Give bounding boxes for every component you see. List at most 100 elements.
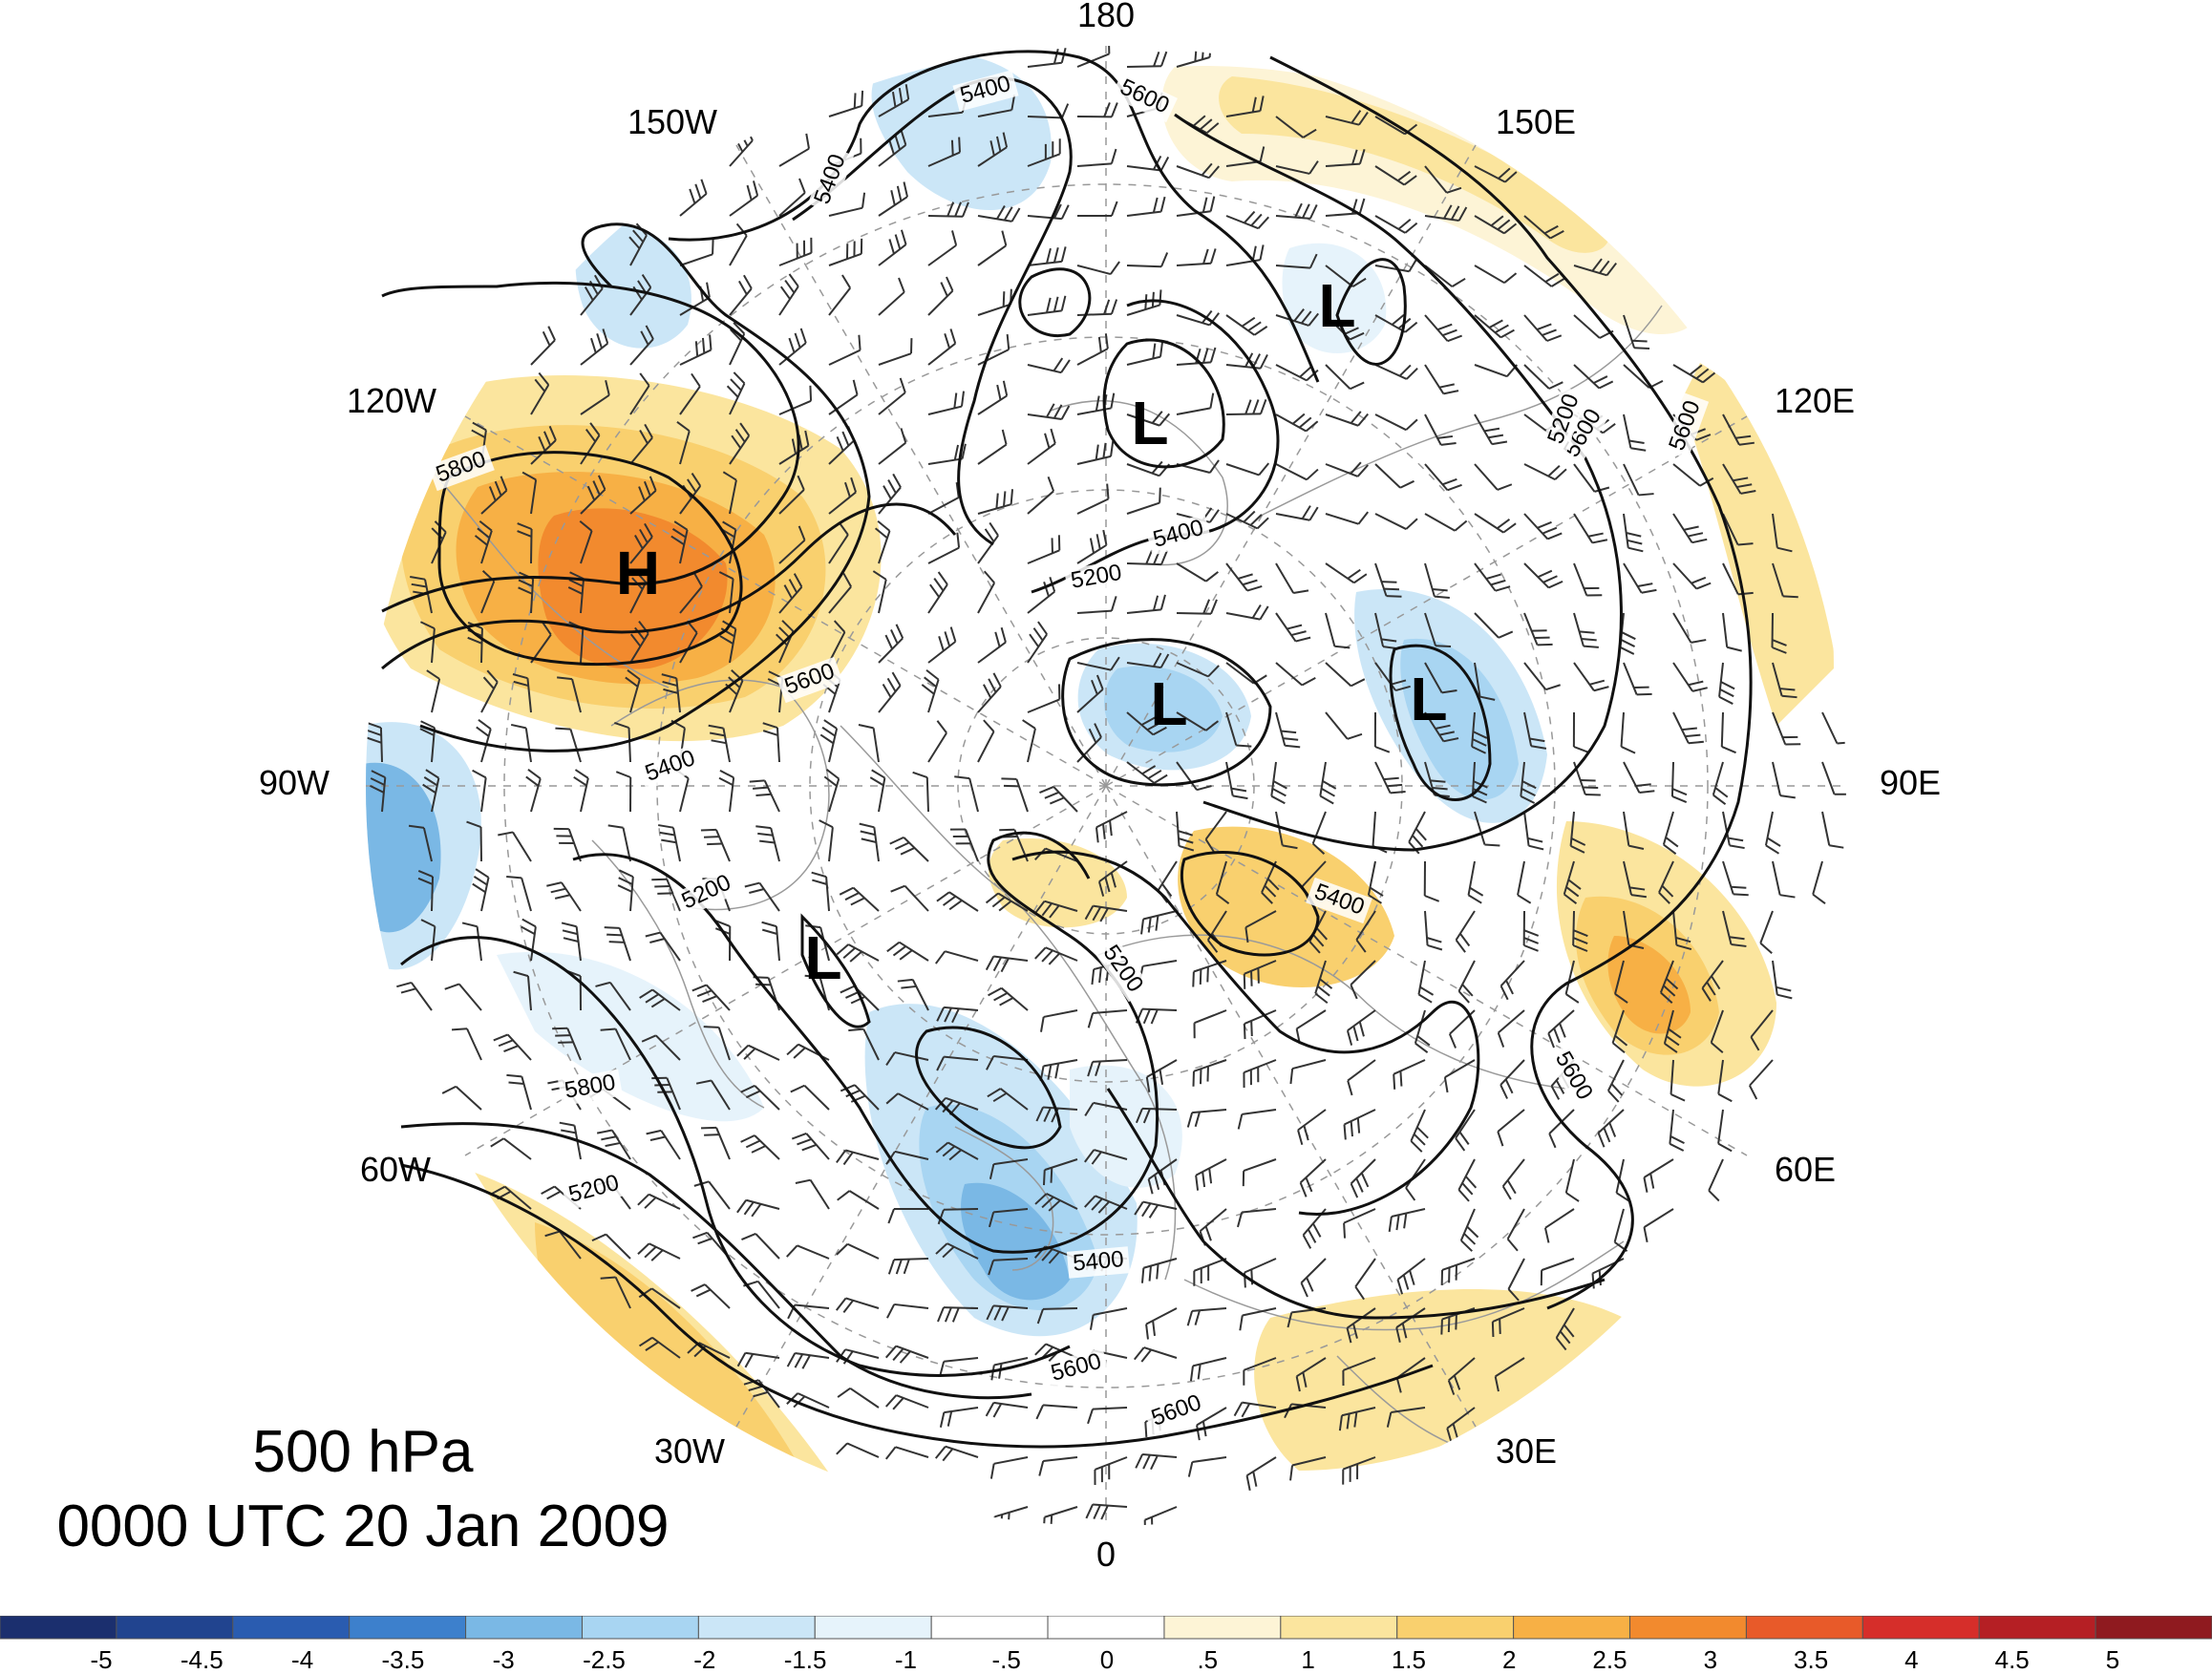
colorbar-tick-label: -3 xyxy=(493,1645,515,1674)
wind-barb xyxy=(1027,535,1061,564)
wind-barb xyxy=(646,1129,681,1160)
wind-barb xyxy=(869,769,886,813)
wind-barb xyxy=(722,471,737,515)
wind-barb xyxy=(828,521,849,564)
wind-barb xyxy=(1374,761,1406,795)
wind-barb xyxy=(641,1034,681,1061)
wind-barb xyxy=(1573,612,1599,648)
wind-barb xyxy=(510,723,532,763)
wind-barb xyxy=(1076,440,1115,465)
wind-barb xyxy=(1523,711,1547,750)
wind-barb xyxy=(828,334,861,366)
wind-barb xyxy=(1343,1109,1376,1140)
wind-barb xyxy=(1140,910,1178,935)
wind-barb xyxy=(1342,1456,1376,1485)
wind-barb xyxy=(778,385,813,415)
wind-barb xyxy=(740,1134,780,1160)
wind-barb xyxy=(1499,1059,1525,1099)
wind-barb xyxy=(1076,46,1111,68)
wind-barb xyxy=(749,779,780,813)
wind-barb xyxy=(1176,196,1216,217)
wind-barb xyxy=(1623,860,1648,899)
wind-barb xyxy=(1374,413,1418,432)
wind-barb xyxy=(426,669,441,713)
wind-barb xyxy=(786,1043,830,1061)
wind-barb xyxy=(691,1283,731,1309)
wind-barb xyxy=(1722,612,1742,652)
wind-barb xyxy=(1027,621,1048,664)
wind-barb xyxy=(1126,341,1164,366)
wind-barb xyxy=(1497,1109,1525,1147)
wind-barb xyxy=(546,881,582,912)
wind-barb xyxy=(1467,860,1484,904)
wind-barb xyxy=(887,1258,929,1275)
wind-barb xyxy=(1772,562,1798,599)
wind-barb xyxy=(1095,811,1128,843)
wind-barb xyxy=(1620,711,1636,754)
longitude-labels: 180 150E 120E 90E 60E 30E 0 30W 60W 90W 120W 150W xyxy=(259,0,1941,1574)
wind-barb xyxy=(1540,1258,1575,1286)
wind-barb xyxy=(1564,1158,1580,1202)
wind-barb xyxy=(639,988,681,1011)
high-pressure-label: H xyxy=(616,539,660,607)
wind-barb xyxy=(729,274,753,316)
colorbar-tick-label: -4 xyxy=(291,1645,313,1674)
colorbar: -5 -4.5 -4 -3.5 -3 -2.5 -2 -1.5 -1 -.5 0 .5 1 1.5 2 2.5… xyxy=(0,1616,2212,1674)
wind-barb xyxy=(1523,314,1563,342)
colorbar-box xyxy=(349,1616,467,1640)
wind-barb xyxy=(1374,258,1418,273)
wind-barb xyxy=(1270,761,1287,805)
wind-barb xyxy=(1243,1059,1277,1089)
wind-barb xyxy=(700,828,731,862)
wind-barb xyxy=(1614,960,1628,1004)
wind-barb xyxy=(1225,604,1269,621)
wind-barb xyxy=(1346,1009,1376,1046)
wind-barb xyxy=(1722,811,1745,850)
colorbar-box xyxy=(0,1616,117,1640)
wind-barb xyxy=(1243,1009,1277,1040)
wind-barb xyxy=(1076,299,1118,316)
wind-barb xyxy=(1670,1059,1686,1102)
wind-barb xyxy=(1027,246,1067,266)
wind-barb xyxy=(552,1027,582,1061)
colorbar-box xyxy=(2095,1616,2212,1640)
longitude-label: 30E xyxy=(1496,1431,1557,1471)
wind-barb xyxy=(936,1006,979,1024)
longitude-label: 150W xyxy=(627,102,717,141)
wind-barb xyxy=(1176,392,1215,415)
longitude-label: 0 xyxy=(1096,1535,1116,1574)
wind-barb xyxy=(1749,1059,1774,1100)
wind-barb xyxy=(1772,513,1793,553)
wind-barb xyxy=(977,333,1010,366)
wind-barb xyxy=(1499,960,1525,1001)
wind-barb xyxy=(1543,1208,1575,1243)
polar-stereographic-map: 5400 560054005800560054005200520052005400… xyxy=(259,0,1941,1574)
colorbar-tick-label: .5 xyxy=(1197,1645,1218,1674)
wind-barb xyxy=(878,130,907,167)
wind-barb xyxy=(828,90,864,117)
wind-barb xyxy=(1573,364,1614,390)
wind-barb xyxy=(786,1244,830,1260)
wind-barb xyxy=(1424,463,1462,492)
colorbar-tick-label: -5 xyxy=(90,1645,112,1674)
wind-barb xyxy=(1035,1404,1078,1420)
wind-barb xyxy=(658,824,681,862)
wind-barb xyxy=(625,669,641,713)
wind-barb xyxy=(1275,202,1318,220)
wind-barb xyxy=(1034,1193,1078,1212)
wind-barb xyxy=(890,884,929,912)
wind-barb xyxy=(1424,165,1462,194)
wind-barb xyxy=(1474,215,1518,235)
wind-barb xyxy=(874,519,891,564)
wind-barb xyxy=(441,1085,482,1111)
wind-barb xyxy=(1523,215,1564,240)
colorbar-box xyxy=(1280,1616,1398,1640)
wind-barb xyxy=(1126,487,1161,515)
wind-barb xyxy=(1520,761,1537,804)
wind-barb xyxy=(840,1084,880,1111)
wind-barb xyxy=(1076,529,1108,564)
wind-barb xyxy=(878,377,906,415)
wind-barb xyxy=(1573,463,1610,493)
longitude-label: 90W xyxy=(259,763,330,802)
wind-barb xyxy=(1424,711,1459,743)
